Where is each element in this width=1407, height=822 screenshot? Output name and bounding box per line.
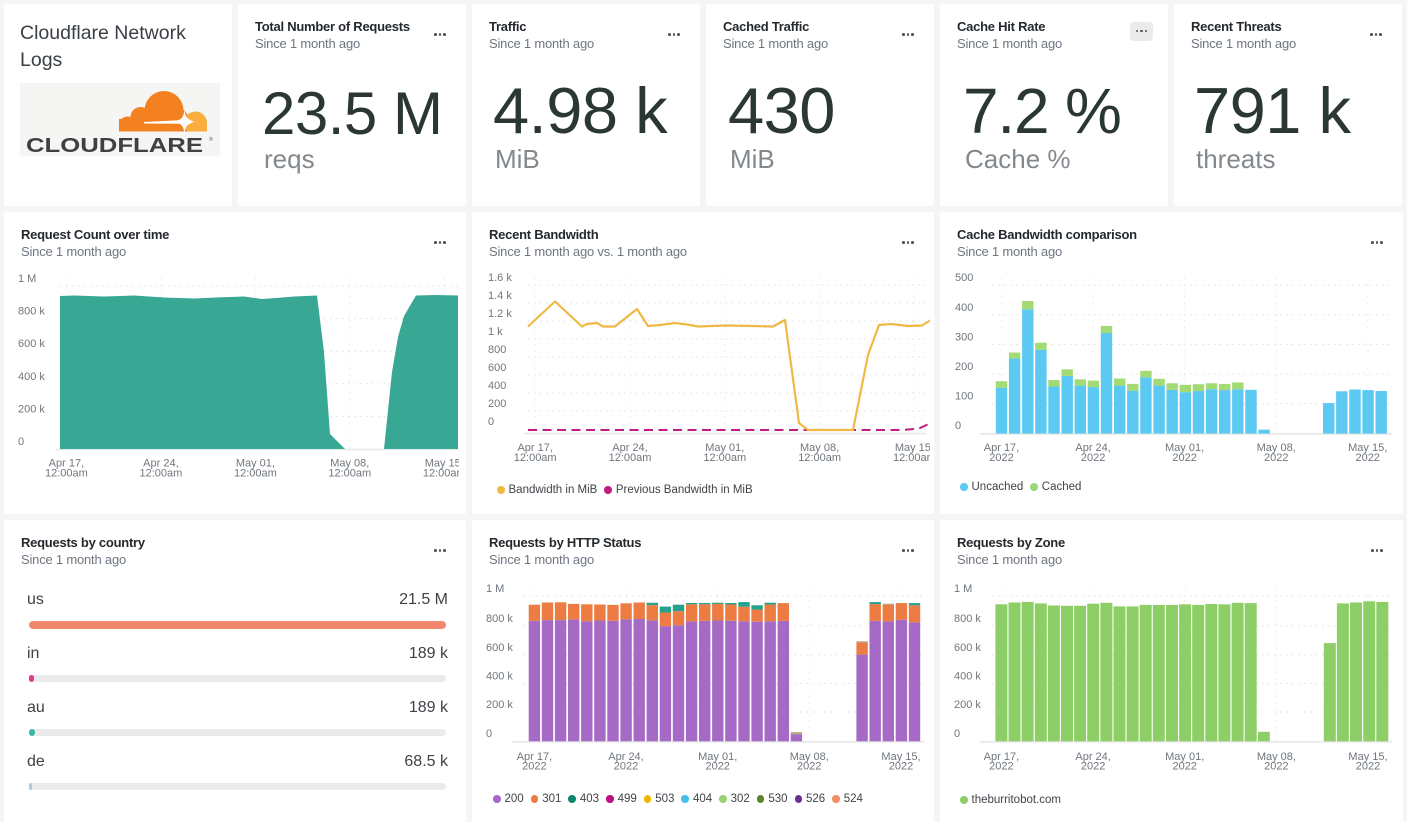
svg-text:12:00am: 12:00am xyxy=(139,468,182,480)
svg-text:400 k: 400 k xyxy=(18,371,45,383)
svg-text:May 01,: May 01, xyxy=(705,442,744,454)
svg-text:Apr 17,: Apr 17, xyxy=(517,751,552,763)
svg-text:400: 400 xyxy=(955,302,973,314)
svg-text:2022: 2022 xyxy=(1172,761,1196,773)
svg-text:CLOUDFLARE: CLOUDFLARE xyxy=(26,134,203,156)
svg-text:2022: 2022 xyxy=(1356,761,1380,773)
svg-text:2022: 2022 xyxy=(797,761,821,773)
svg-text:Apr 24,: Apr 24, xyxy=(1075,751,1110,763)
svg-text:200 k: 200 k xyxy=(18,403,45,415)
svg-text:0: 0 xyxy=(488,416,494,428)
svg-text:May 08,: May 08, xyxy=(800,442,839,454)
svg-text:Apr 24,: Apr 24, xyxy=(612,442,647,454)
svg-text:1 M: 1 M xyxy=(18,273,36,285)
svg-text:2022: 2022 xyxy=(522,761,546,773)
svg-text:200 k: 200 k xyxy=(954,699,981,711)
svg-text:2022: 2022 xyxy=(1355,452,1379,464)
svg-text:800 k: 800 k xyxy=(18,306,45,318)
svg-text:May 15,: May 15, xyxy=(1348,751,1387,763)
svg-text:Apr 17,: Apr 17, xyxy=(984,751,1019,763)
svg-text:0: 0 xyxy=(18,436,24,448)
svg-text:400 k: 400 k xyxy=(486,670,513,682)
svg-text:May 08,: May 08, xyxy=(790,751,829,763)
svg-text:500: 500 xyxy=(955,272,973,284)
svg-text:12:00am: 12:00am xyxy=(45,468,88,480)
svg-text:800 k: 800 k xyxy=(486,613,513,625)
svg-text:12:00am: 12:00am xyxy=(609,452,652,464)
svg-text:600 k: 600 k xyxy=(954,642,981,654)
svg-text:0: 0 xyxy=(954,728,960,740)
svg-text:12:00am: 12:00am xyxy=(514,452,557,464)
svg-text:2022: 2022 xyxy=(1081,452,1105,464)
svg-text:0: 0 xyxy=(486,728,492,740)
svg-text:200: 200 xyxy=(488,398,506,410)
svg-text:800 k: 800 k xyxy=(954,613,981,625)
svg-text:Apr 24,: Apr 24, xyxy=(608,751,643,763)
svg-text:2022: 2022 xyxy=(705,761,729,773)
svg-text:2022: 2022 xyxy=(614,761,638,773)
svg-text:Apr 17,: Apr 17, xyxy=(517,442,552,454)
svg-text:Apr 24,: Apr 24, xyxy=(1075,442,1110,454)
svg-text:600 k: 600 k xyxy=(18,338,45,350)
svg-text:1.4 k: 1.4 k xyxy=(488,290,512,302)
svg-text:May 01,: May 01, xyxy=(698,751,737,763)
svg-text:12:00am: 12:00am xyxy=(234,468,277,480)
svg-text:300: 300 xyxy=(955,331,973,343)
svg-text:12:00am: 12:00am xyxy=(798,452,841,464)
svg-text:1 k: 1 k xyxy=(488,326,503,338)
svg-text:0: 0 xyxy=(955,420,961,432)
svg-text:May 08,: May 08, xyxy=(330,458,369,470)
svg-text:200 k: 200 k xyxy=(486,699,513,711)
svg-text:1.2 k: 1.2 k xyxy=(488,308,512,320)
svg-text:2022: 2022 xyxy=(1264,452,1288,464)
svg-text:2022: 2022 xyxy=(989,452,1013,464)
svg-text:1 M: 1 M xyxy=(486,583,504,595)
svg-text:®: ® xyxy=(209,136,213,143)
svg-text:1.6 k: 1.6 k xyxy=(488,272,512,284)
svg-text:May 01,: May 01, xyxy=(236,458,275,470)
svg-text:May 08,: May 08, xyxy=(1257,442,1296,454)
svg-text:600 k: 600 k xyxy=(486,642,513,654)
svg-text:12:00am: 12:00am xyxy=(423,468,459,480)
svg-text:May 01,: May 01, xyxy=(1165,442,1204,454)
svg-text:Apr 24,: Apr 24, xyxy=(143,458,178,470)
svg-text:12:00am: 12:00am xyxy=(703,452,746,464)
svg-text:12:00am: 12:00am xyxy=(328,468,371,480)
svg-text:Apr 17,: Apr 17, xyxy=(984,442,1019,454)
svg-text:May 01,: May 01, xyxy=(1165,751,1204,763)
svg-text:May 15,: May 15, xyxy=(1348,442,1387,454)
svg-text:800: 800 xyxy=(488,344,506,356)
svg-text:1 M: 1 M xyxy=(954,583,972,595)
svg-text:May 08,: May 08, xyxy=(1257,751,1296,763)
svg-text:600: 600 xyxy=(488,362,506,374)
svg-text:400: 400 xyxy=(488,380,506,392)
svg-text:400 k: 400 k xyxy=(954,670,981,682)
svg-text:2022: 2022 xyxy=(1081,761,1105,773)
svg-text:100: 100 xyxy=(955,391,973,403)
svg-text:Apr 17,: Apr 17, xyxy=(49,458,84,470)
svg-text:200: 200 xyxy=(955,361,973,373)
svg-text:2022: 2022 xyxy=(1264,761,1288,773)
svg-text:2022: 2022 xyxy=(889,761,913,773)
svg-text:2022: 2022 xyxy=(989,761,1013,773)
svg-text:May 15,: May 15, xyxy=(895,442,930,454)
svg-text:May 15,: May 15, xyxy=(425,458,459,470)
svg-text:12:00am: 12:00am xyxy=(893,452,930,464)
svg-text:2022: 2022 xyxy=(1172,452,1196,464)
svg-text:May 15,: May 15, xyxy=(881,751,920,763)
